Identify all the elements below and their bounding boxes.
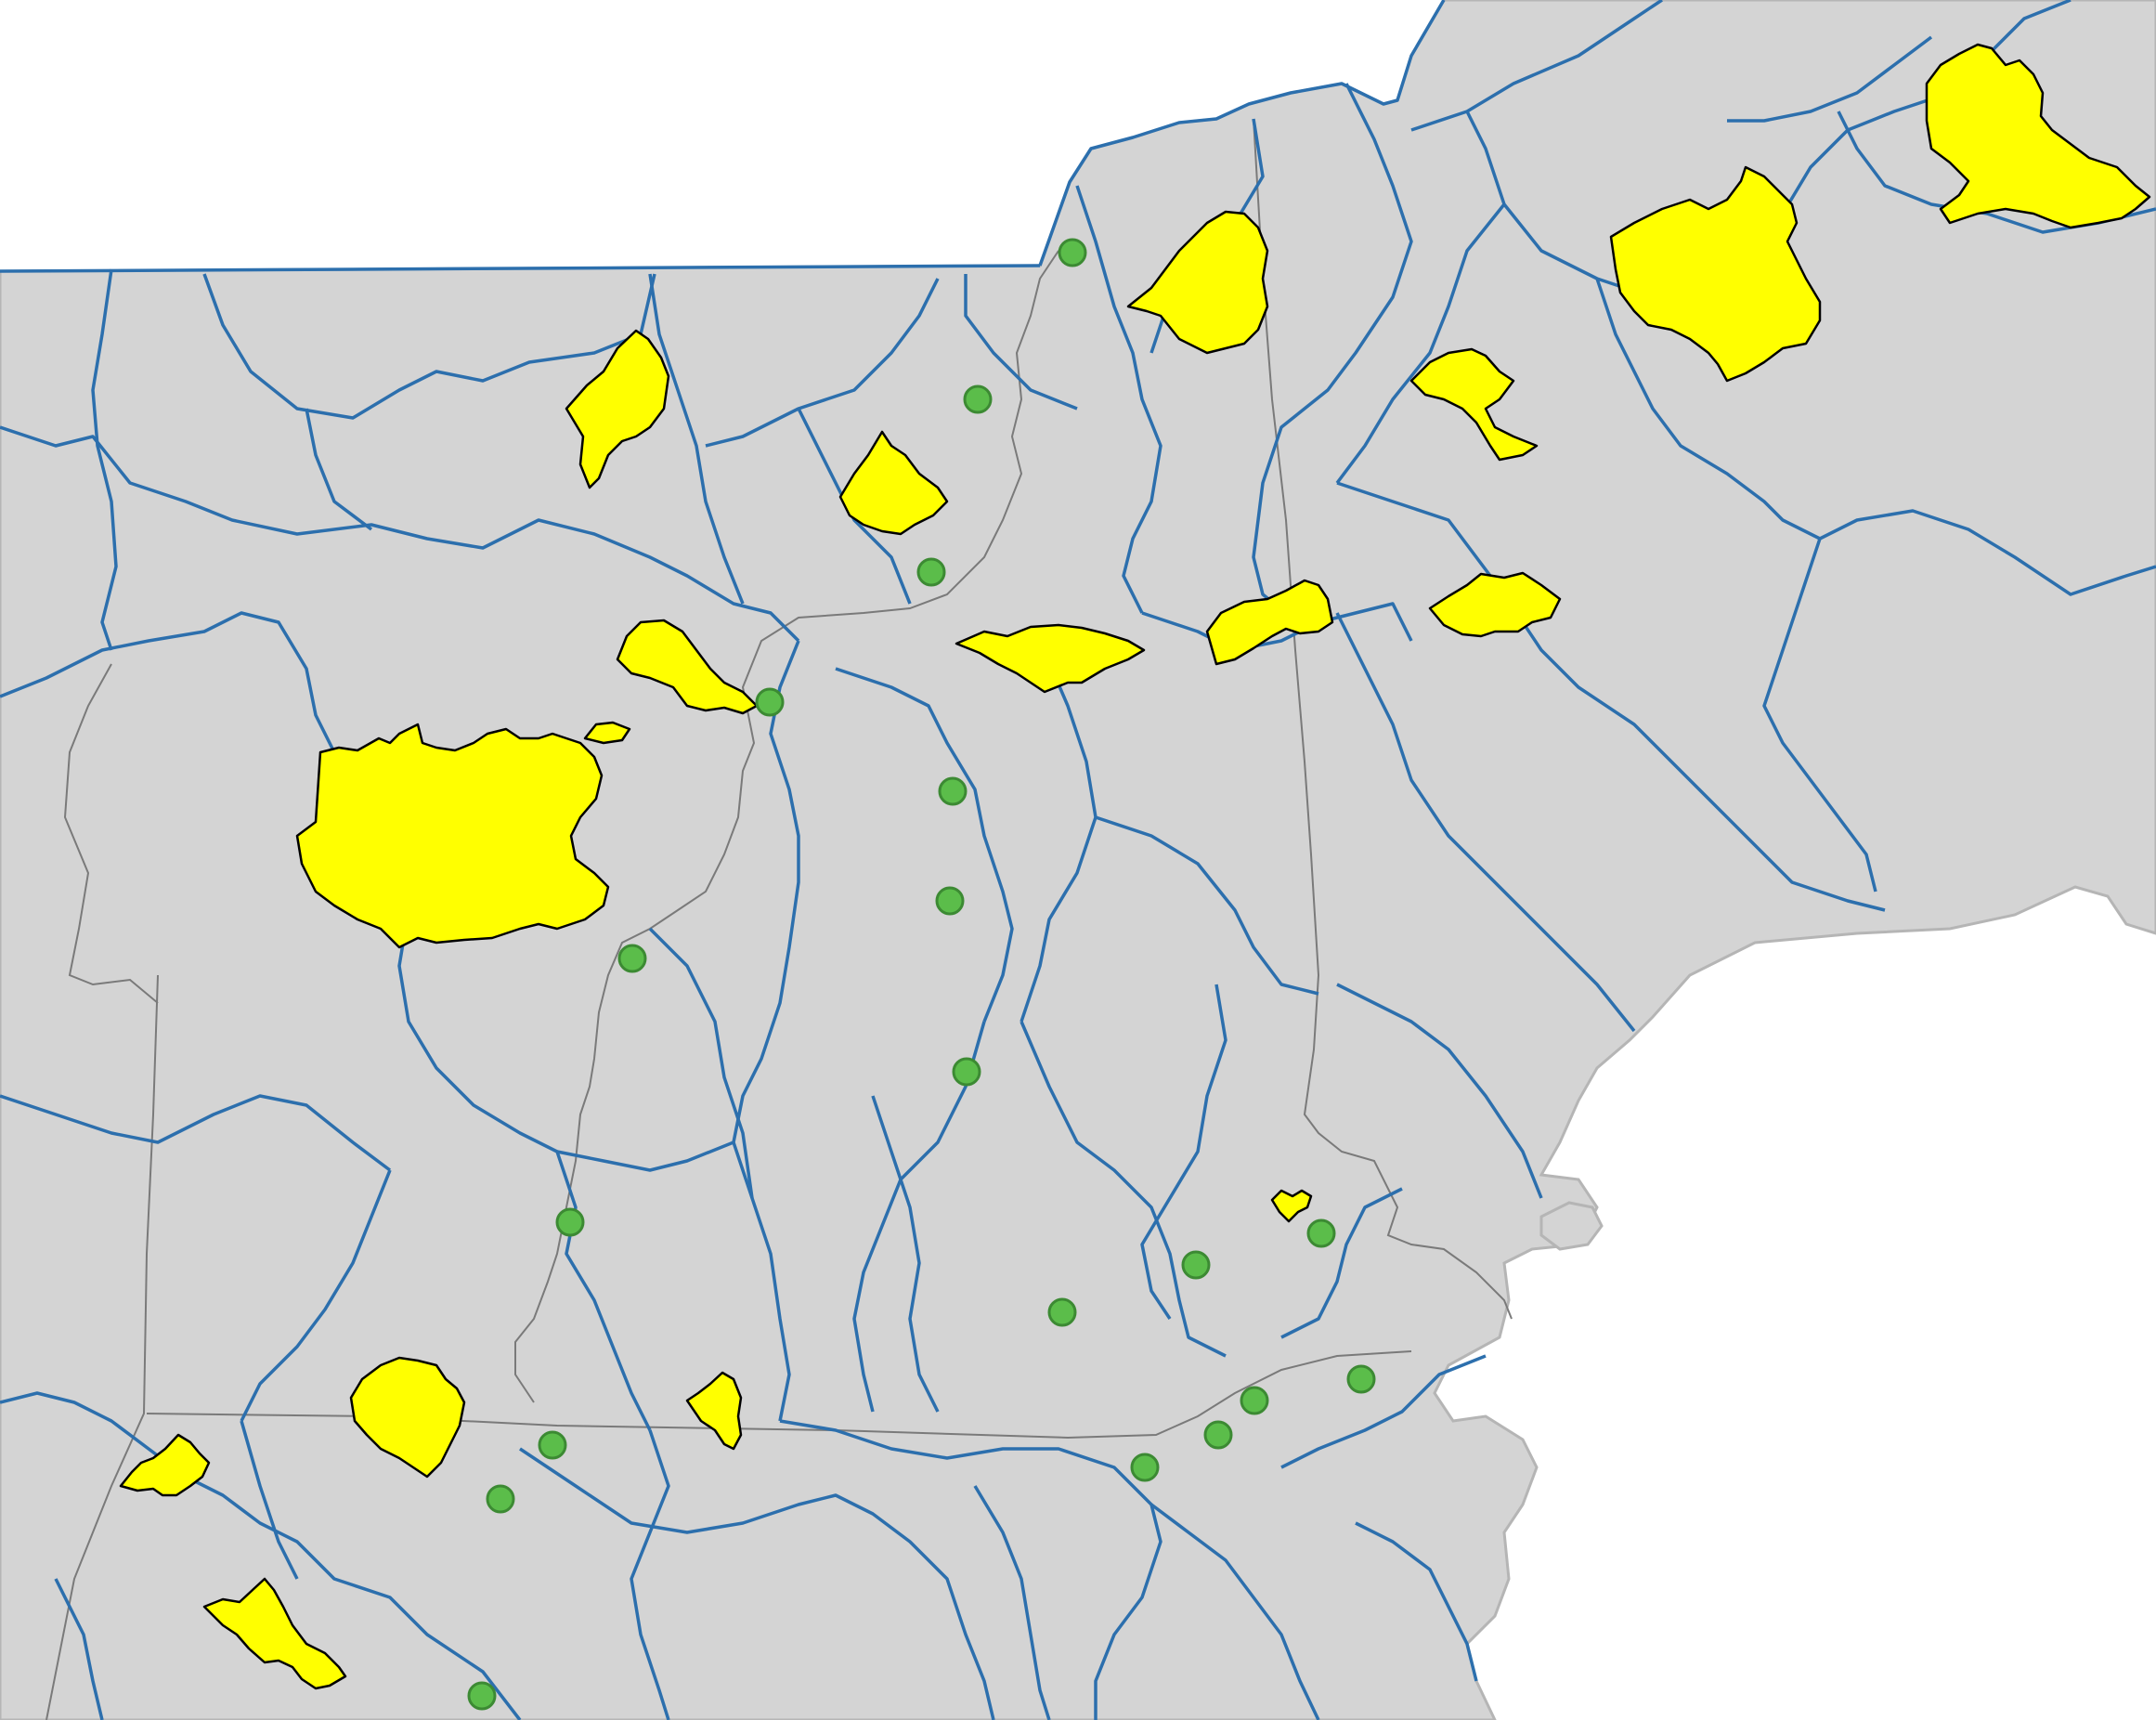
site-marker [486,1484,515,1514]
site-marker [755,687,785,717]
highlighted-watershed [202,1577,347,1690]
site-marker [952,1057,981,1087]
site-marker [935,886,965,916]
state-line-ny-ma [45,974,159,1720]
highlighted-watersheds[interactable] [119,43,2151,1690]
site-marker [1346,1364,1376,1394]
site-marker [1240,1386,1269,1415]
site-marker [916,557,946,587]
site-marker [963,384,993,414]
site-marker [1203,1420,1233,1450]
site-marker [938,776,968,806]
highlighted-watershed [616,619,759,715]
highlighted-watershed [685,1371,743,1451]
state-line-ny-inner [63,663,159,1004]
highlighted-watershed [583,721,631,745]
highlighted-watershed [565,329,670,489]
sites[interactable] [467,238,1376,1711]
highlighted-watershed [295,723,610,949]
land-peninsula [1539,1201,1604,1251]
site-marker [1058,238,1087,267]
state-line-nh-vt [1253,118,1513,1320]
highlighted-watershed [349,1356,466,1479]
site-marker [617,944,647,973]
highlighted-watershed [1428,571,1562,638]
site-marker [1047,1297,1077,1327]
site-marker [467,1681,497,1711]
state-line-ma-north [146,1350,1412,1440]
highlighted-watershed [1205,579,1334,666]
site-marker [1130,1453,1160,1482]
highlighted-watershed [1270,1189,1313,1223]
site-marker [1181,1250,1211,1280]
highlighted-watershed [1126,210,1269,355]
highlighted-watershed [119,1433,211,1497]
highlighted-watershed [1609,165,1822,383]
highlighted-watershed [1925,43,2151,229]
highlighted-watershed [955,623,1146,694]
site-marker [538,1430,567,1460]
site-marker [1306,1218,1336,1248]
site-marker [555,1207,585,1237]
highlighted-watershed [1409,347,1539,462]
highlighted-watershed [838,430,949,536]
